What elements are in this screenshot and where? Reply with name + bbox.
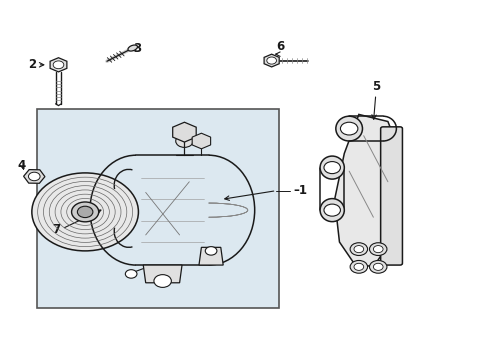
Ellipse shape [128,45,138,51]
Text: 7: 7 [52,223,60,236]
Ellipse shape [336,116,363,141]
Circle shape [324,204,341,216]
Circle shape [176,135,193,147]
Circle shape [369,260,387,273]
Circle shape [324,162,341,174]
Text: –1: –1 [294,184,307,197]
Ellipse shape [320,156,344,179]
Circle shape [373,246,383,253]
Text: 2: 2 [28,58,36,71]
Circle shape [354,263,364,270]
FancyBboxPatch shape [37,109,279,307]
Polygon shape [199,247,223,265]
Circle shape [341,122,358,135]
Polygon shape [143,265,182,283]
Text: 4: 4 [17,159,25,172]
Circle shape [72,202,98,222]
Circle shape [28,172,40,181]
Circle shape [267,57,276,64]
Text: 5: 5 [372,80,380,93]
Circle shape [369,243,387,256]
Text: 3: 3 [134,42,142,55]
Ellipse shape [320,199,344,222]
Circle shape [354,246,364,253]
FancyBboxPatch shape [381,127,402,265]
Circle shape [373,263,383,270]
Circle shape [125,270,137,278]
Circle shape [154,275,172,287]
Circle shape [350,260,368,273]
Text: 6: 6 [276,40,284,54]
Circle shape [53,61,64,69]
Circle shape [350,243,368,256]
Polygon shape [335,114,397,267]
Circle shape [32,173,138,251]
Circle shape [77,206,93,217]
Circle shape [205,247,217,255]
